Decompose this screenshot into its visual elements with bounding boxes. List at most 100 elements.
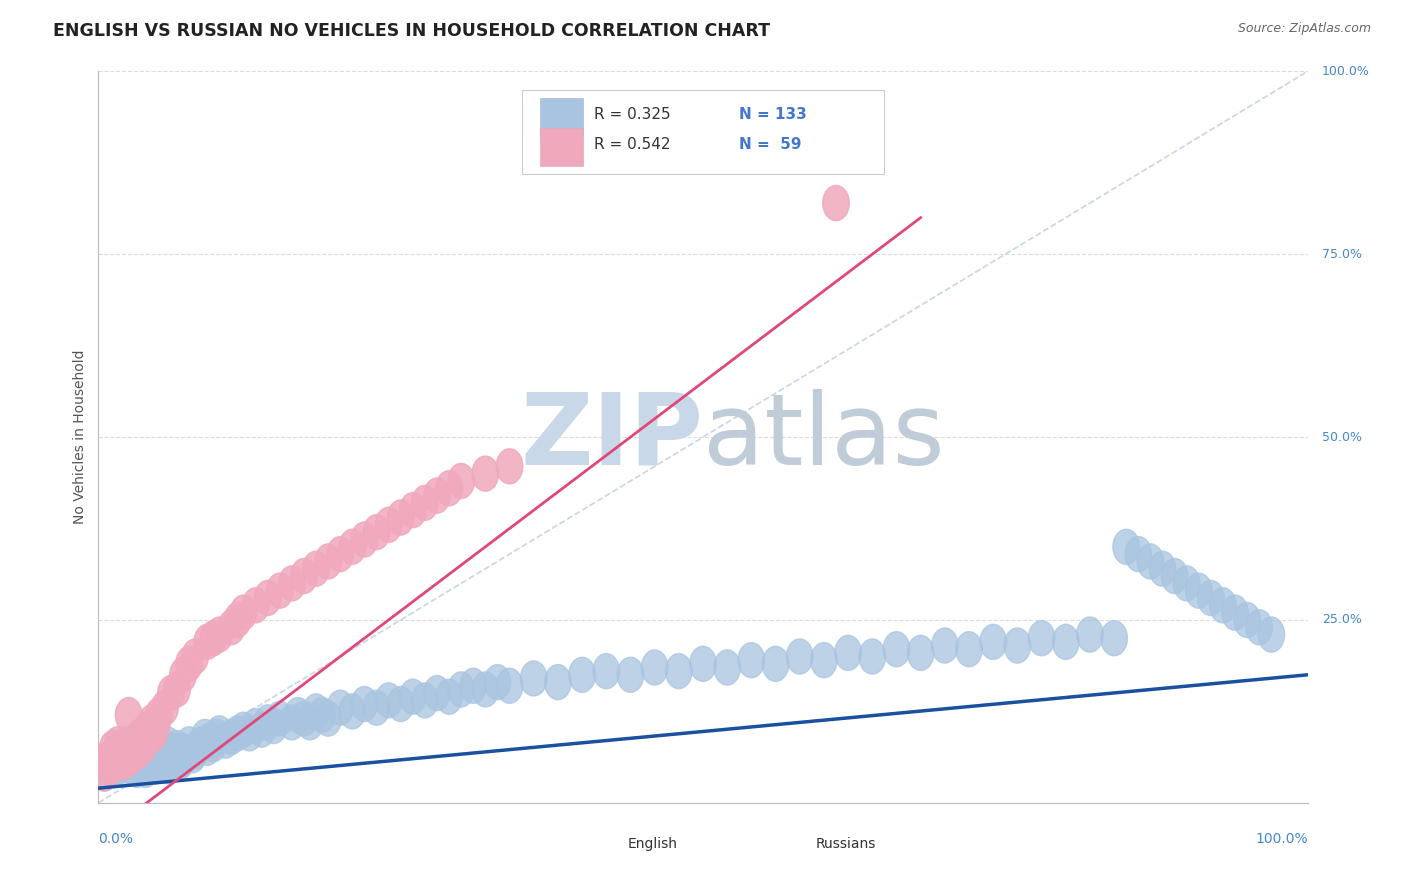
Ellipse shape <box>352 687 378 722</box>
Ellipse shape <box>212 723 239 758</box>
Ellipse shape <box>1246 610 1272 645</box>
Ellipse shape <box>260 708 287 744</box>
Ellipse shape <box>129 727 155 762</box>
Ellipse shape <box>114 741 141 776</box>
Ellipse shape <box>328 537 353 572</box>
Ellipse shape <box>267 701 292 736</box>
Ellipse shape <box>146 741 173 776</box>
Ellipse shape <box>135 741 162 776</box>
Ellipse shape <box>907 635 934 671</box>
Ellipse shape <box>823 186 849 220</box>
Ellipse shape <box>97 748 124 784</box>
Ellipse shape <box>207 715 232 751</box>
Ellipse shape <box>91 756 118 791</box>
Ellipse shape <box>811 642 837 678</box>
Text: ZIP: ZIP <box>520 389 703 485</box>
Ellipse shape <box>172 734 198 769</box>
Ellipse shape <box>191 720 218 755</box>
Text: N =  59: N = 59 <box>740 136 801 152</box>
Ellipse shape <box>242 708 269 744</box>
Text: 50.0%: 50.0% <box>1322 431 1362 443</box>
Ellipse shape <box>496 668 523 703</box>
Ellipse shape <box>94 748 121 784</box>
Ellipse shape <box>176 727 202 762</box>
Ellipse shape <box>141 715 167 751</box>
Ellipse shape <box>786 639 813 674</box>
Ellipse shape <box>339 529 366 565</box>
Ellipse shape <box>218 720 245 755</box>
Ellipse shape <box>125 734 152 769</box>
Ellipse shape <box>412 485 439 520</box>
Text: R = 0.325: R = 0.325 <box>595 107 671 122</box>
Ellipse shape <box>129 731 155 765</box>
Ellipse shape <box>1114 529 1139 565</box>
Ellipse shape <box>1161 558 1188 593</box>
FancyBboxPatch shape <box>579 833 619 857</box>
Text: 100.0%: 100.0% <box>1322 65 1369 78</box>
Ellipse shape <box>101 752 128 788</box>
Ellipse shape <box>236 715 263 751</box>
Ellipse shape <box>520 661 547 696</box>
Ellipse shape <box>641 650 668 685</box>
Ellipse shape <box>129 745 156 780</box>
Ellipse shape <box>120 738 146 772</box>
Ellipse shape <box>124 752 150 788</box>
Ellipse shape <box>155 738 181 772</box>
Text: atlas: atlas <box>703 389 945 485</box>
Ellipse shape <box>328 690 353 725</box>
Ellipse shape <box>472 672 499 707</box>
Ellipse shape <box>436 471 463 506</box>
Ellipse shape <box>148 731 174 765</box>
Ellipse shape <box>496 449 523 483</box>
Ellipse shape <box>231 712 257 747</box>
Ellipse shape <box>484 665 510 699</box>
Ellipse shape <box>91 756 118 791</box>
Ellipse shape <box>160 734 187 769</box>
Ellipse shape <box>167 738 194 772</box>
Ellipse shape <box>231 595 257 630</box>
Ellipse shape <box>153 748 180 784</box>
Ellipse shape <box>111 738 138 772</box>
Ellipse shape <box>157 745 184 780</box>
Ellipse shape <box>254 581 281 615</box>
Ellipse shape <box>128 738 155 772</box>
FancyBboxPatch shape <box>768 833 806 857</box>
Ellipse shape <box>835 635 862 671</box>
Ellipse shape <box>143 748 170 784</box>
Ellipse shape <box>152 741 179 776</box>
Ellipse shape <box>932 628 957 663</box>
Ellipse shape <box>146 698 172 732</box>
Ellipse shape <box>107 741 134 776</box>
Ellipse shape <box>291 701 318 736</box>
FancyBboxPatch shape <box>540 98 583 136</box>
Ellipse shape <box>143 708 170 744</box>
Ellipse shape <box>166 745 193 780</box>
Ellipse shape <box>142 727 169 762</box>
Ellipse shape <box>136 731 163 765</box>
Ellipse shape <box>157 675 184 711</box>
Ellipse shape <box>149 745 176 780</box>
Ellipse shape <box>399 492 426 528</box>
Ellipse shape <box>1149 551 1175 586</box>
Ellipse shape <box>1053 624 1078 659</box>
Ellipse shape <box>412 683 439 718</box>
Ellipse shape <box>107 748 134 784</box>
Ellipse shape <box>267 574 292 608</box>
FancyBboxPatch shape <box>540 128 583 166</box>
Ellipse shape <box>224 715 250 751</box>
Ellipse shape <box>339 694 366 729</box>
Ellipse shape <box>363 690 389 725</box>
Ellipse shape <box>436 679 463 714</box>
Ellipse shape <box>204 720 231 755</box>
Ellipse shape <box>956 632 983 666</box>
Ellipse shape <box>980 624 1007 659</box>
Ellipse shape <box>194 731 221 765</box>
Y-axis label: No Vehicles in Household: No Vehicles in Household <box>73 350 87 524</box>
Ellipse shape <box>1258 617 1285 652</box>
Ellipse shape <box>108 734 135 769</box>
Ellipse shape <box>146 738 172 772</box>
Ellipse shape <box>103 745 129 780</box>
Ellipse shape <box>139 745 166 780</box>
Ellipse shape <box>155 727 180 762</box>
Ellipse shape <box>162 741 188 776</box>
